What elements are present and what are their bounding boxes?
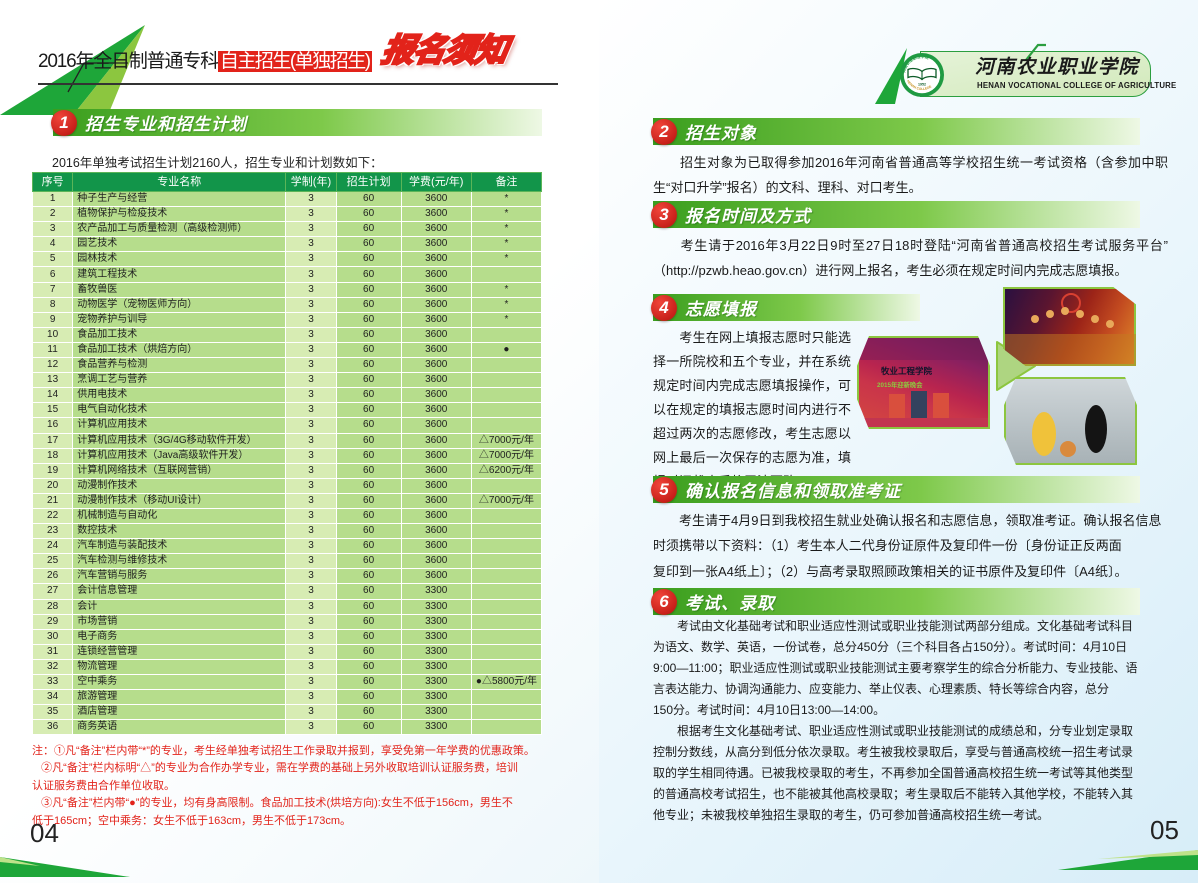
svg-text:2015年迎新晚会: 2015年迎新晚会 [877,380,923,389]
svg-text:1952: 1952 [918,83,926,87]
svg-text:牧业工程学院: 牧业工程学院 [881,366,933,376]
